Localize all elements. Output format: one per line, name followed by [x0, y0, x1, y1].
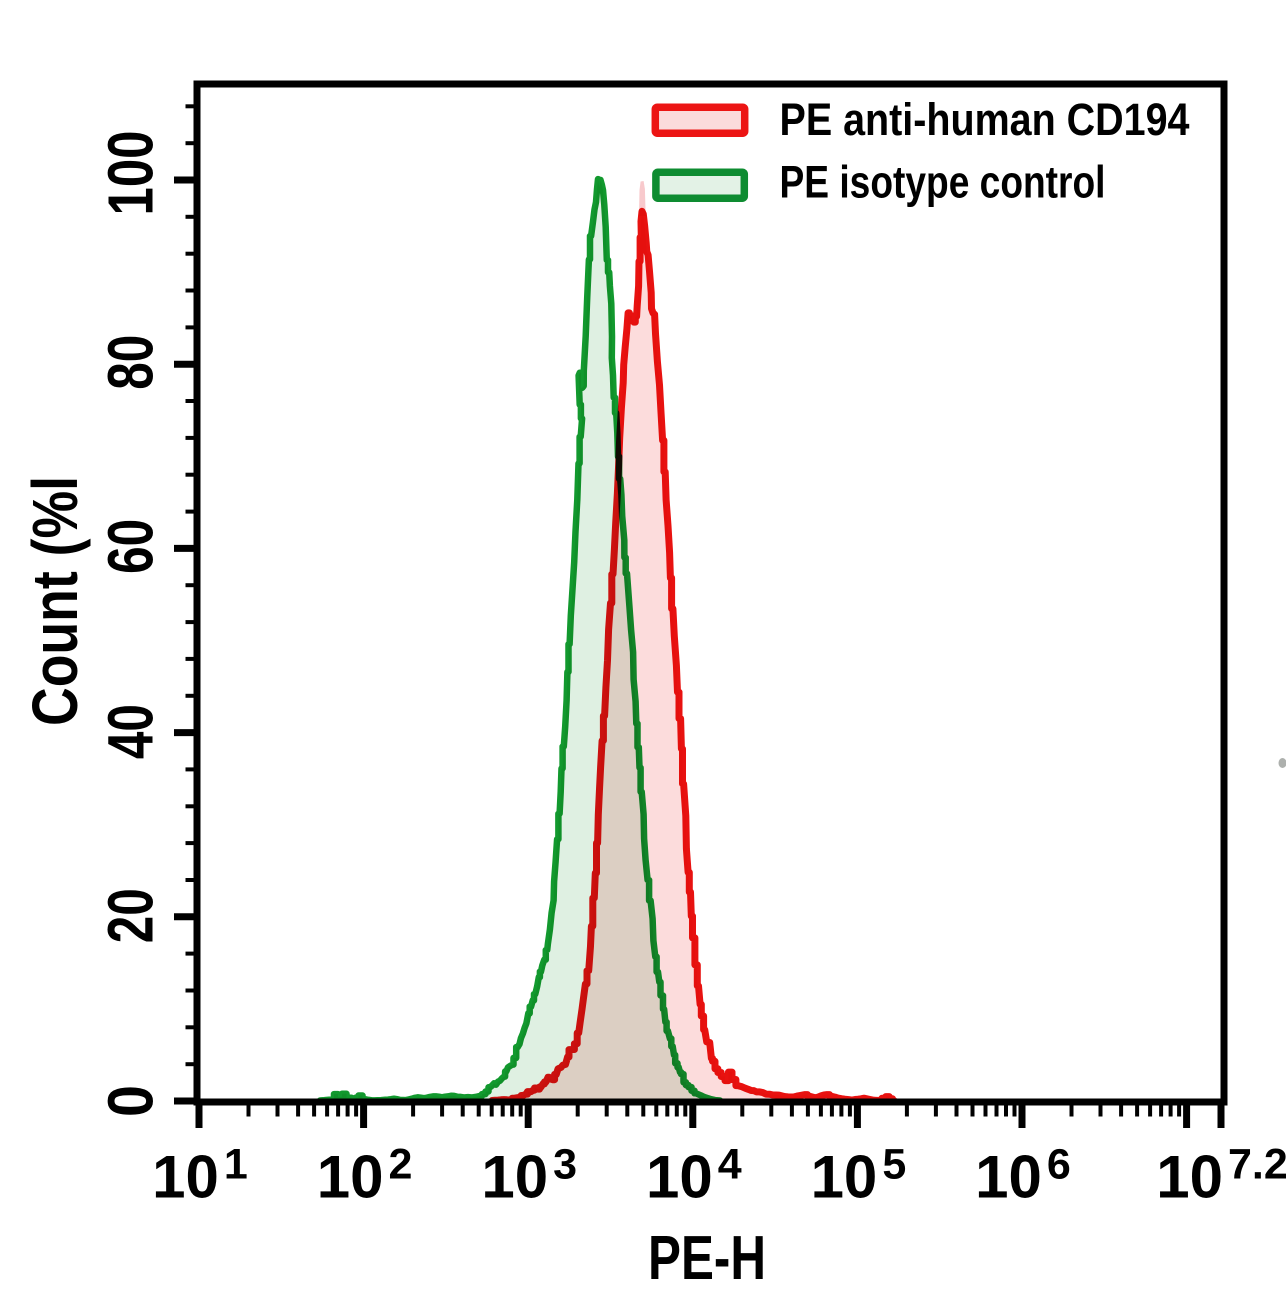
svg-text:20: 20: [95, 888, 167, 943]
svg-text:100: 100: [95, 131, 167, 216]
svg-text:107.2: 10 7.2: [1156, 1141, 1286, 1211]
svg-text:0: 0: [95, 1085, 167, 1117]
svg-text:PE anti-human CD194: PE anti-human CD194: [780, 94, 1190, 145]
svg-text:PE-H: PE-H: [648, 1224, 766, 1293]
svg-text:Count (%l: Count (%l: [19, 476, 91, 726]
svg-text:PE isotype control: PE isotype control: [780, 156, 1106, 207]
svg-text:60: 60: [95, 519, 167, 574]
svg-text:105: 10 5: [811, 1141, 907, 1211]
svg-text:104: 10 4: [646, 1141, 742, 1211]
svg-text:40: 40: [95, 704, 167, 759]
svg-text:80: 80: [95, 335, 167, 390]
